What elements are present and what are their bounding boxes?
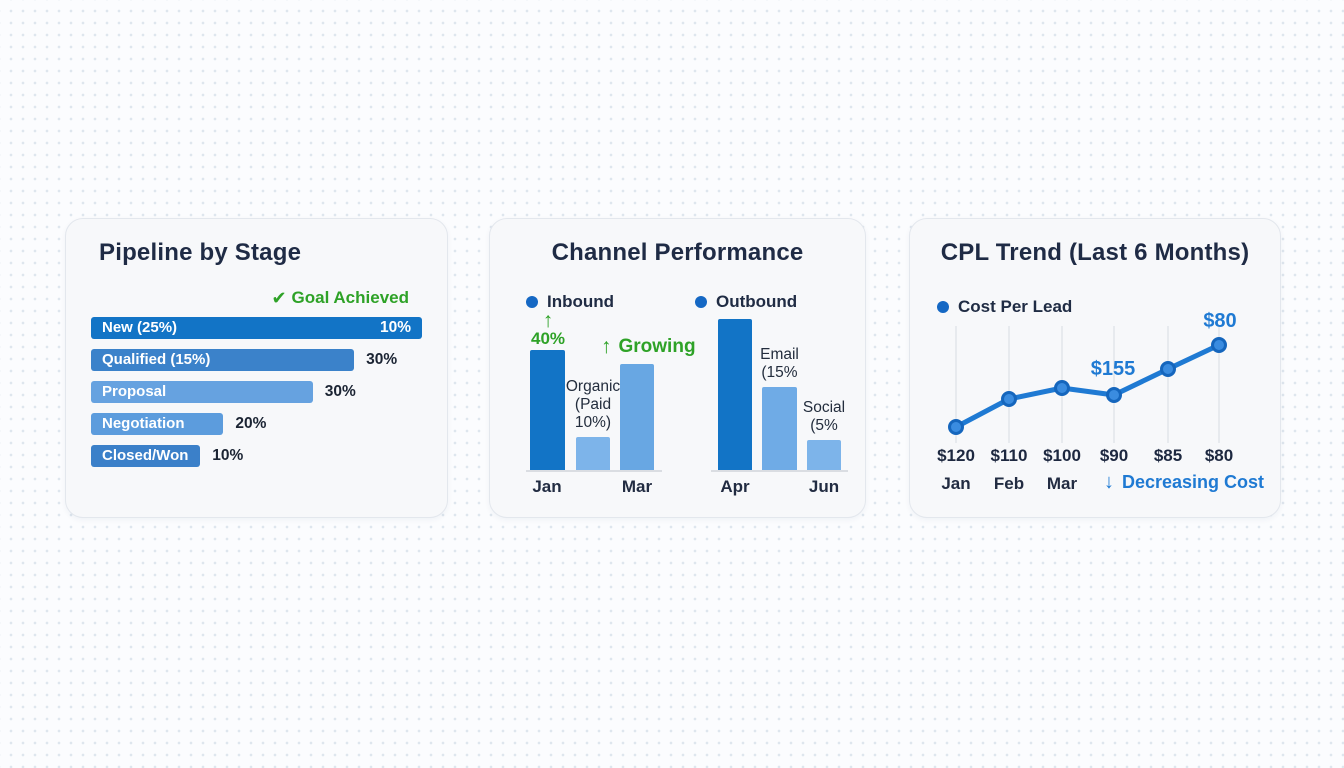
data-point-marker bbox=[1160, 361, 1176, 377]
arrow-down-icon: ↓ bbox=[1104, 471, 1114, 493]
point-callout: $155 bbox=[1090, 358, 1136, 380]
decreasing-cost-note: ↓ Decreasing Cost bbox=[1104, 472, 1264, 492]
pipeline-bar: New (25%) 10% bbox=[91, 317, 422, 339]
pipeline-bar-row: New (25%) 10% bbox=[91, 317, 422, 339]
growth-annotation-label: Growing bbox=[618, 336, 696, 357]
x-axis-label: Jun bbox=[808, 477, 840, 496]
month-label: Feb bbox=[993, 474, 1025, 493]
pipeline-card: Pipeline by Stage ✔ Goal Achieved New (2… bbox=[65, 218, 448, 518]
channel-bar bbox=[576, 437, 610, 470]
pipeline-bar-value: 10% bbox=[379, 319, 411, 336]
month-label: Mar bbox=[1046, 474, 1078, 493]
legend-cost-per-lead: Cost Per Lead bbox=[937, 297, 1072, 317]
point-callout: $80 bbox=[1203, 310, 1237, 332]
pipeline-bar-value: 30% bbox=[324, 383, 356, 400]
pipeline-bar-row: Qualified (15%) 30% bbox=[91, 349, 422, 371]
data-point-marker bbox=[1106, 387, 1122, 403]
axis-baseline bbox=[711, 470, 848, 472]
pipeline-bar-label: Negotiation bbox=[102, 415, 185, 432]
pipeline-bar-label: New (25%) bbox=[102, 319, 178, 336]
month-label: Jan bbox=[941, 474, 971, 493]
x-axis-label: Apr bbox=[720, 477, 750, 496]
channel-card: Channel Performance Inbound Outbound Org… bbox=[489, 218, 866, 518]
cpl-title: CPL Trend (Last 6 Months) bbox=[940, 239, 1250, 266]
pipeline-bar-label: Closed/Won bbox=[102, 447, 189, 464]
pipeline-bar-row: Negotiation 20% bbox=[91, 413, 422, 435]
value-label: $90 bbox=[1099, 446, 1129, 465]
value-label: $120 bbox=[937, 446, 975, 465]
channel-title: Channel Performance bbox=[551, 239, 804, 266]
pipeline-bar: Proposal bbox=[91, 381, 313, 403]
value-label: $80 bbox=[1204, 446, 1234, 465]
pipeline-bar: Qualified (15%) bbox=[91, 349, 355, 371]
pipeline-bar-row: Closed/Won 10% bbox=[91, 445, 422, 467]
legend-dot-icon bbox=[526, 296, 538, 308]
channel-bar bbox=[620, 364, 654, 470]
channel-bar bbox=[807, 440, 841, 470]
cpl-card: CPL Trend (Last 6 Months) Cost Per Lead … bbox=[909, 218, 1281, 518]
data-point-marker bbox=[1211, 337, 1227, 353]
legend-inbound-label: Inbound bbox=[547, 292, 615, 311]
growth-annotation: ↑ Growing bbox=[601, 335, 696, 358]
legend-inbound: Inbound bbox=[526, 292, 614, 312]
growth-annotation-label: 40% bbox=[530, 329, 566, 348]
goal-achieved-label: Goal Achieved bbox=[291, 288, 409, 307]
channel-bar bbox=[718, 319, 752, 470]
x-axis-label: Mar bbox=[621, 477, 653, 496]
goal-achieved-badge: ✔ Goal Achieved bbox=[271, 288, 409, 308]
growth-annotation: ↑ 40% bbox=[530, 309, 566, 348]
axis-baseline bbox=[526, 470, 662, 472]
legend-cpl-label: Cost Per Lead bbox=[958, 297, 1073, 316]
data-point-marker bbox=[1001, 391, 1017, 407]
data-point-marker bbox=[1054, 380, 1070, 396]
pipeline-bar: Closed/Won bbox=[91, 445, 201, 467]
check-icon: ✔ bbox=[271, 288, 287, 308]
pipeline-bar-row: Proposal 30% bbox=[91, 381, 422, 403]
bar-annotation-label: Organic (Paid 10%) bbox=[565, 378, 621, 431]
pipeline-bar-label: Proposal bbox=[102, 383, 167, 400]
legend-outbound-label: Outbound bbox=[716, 292, 798, 311]
legend-outbound: Outbound bbox=[695, 292, 797, 312]
pipeline-bar-value: 20% bbox=[235, 415, 267, 432]
value-label: $85 bbox=[1153, 446, 1183, 465]
channel-bar bbox=[530, 350, 565, 470]
value-label: $110 bbox=[990, 446, 1028, 465]
bar-annotation-label: Email (15% bbox=[760, 346, 799, 381]
pipeline-bar-label: Qualified (15%) bbox=[102, 351, 211, 368]
cpl-chart: $155 $80 $120 $110 $100 $90 $85 $80 Jan Feb Mar bbox=[910, 219, 1280, 517]
legend-dot-icon bbox=[937, 301, 949, 313]
channel-bar bbox=[762, 387, 797, 470]
cpl-line-chart bbox=[948, 326, 1227, 443]
data-point-marker bbox=[948, 419, 964, 435]
pipeline-bar-value: 10% bbox=[212, 447, 244, 464]
decreasing-cost-label: Decreasing Cost bbox=[1122, 472, 1265, 492]
legend-dot-icon bbox=[695, 296, 707, 308]
pipeline-bar-value: 30% bbox=[366, 351, 398, 368]
bar-annotation-label: Social (5% bbox=[802, 399, 846, 434]
pipeline-bars: New (25%) 10% Qualified (15%) 30% Proposal 30… bbox=[91, 317, 422, 477]
arrow-up-icon: ↑ bbox=[542, 309, 554, 332]
x-axis-label: Jan bbox=[532, 477, 562, 496]
channel-chart: Organic (Paid 10%) Email (15% Social (5% Ja… bbox=[490, 219, 865, 517]
pipeline-title: Pipeline by Stage bbox=[99, 239, 302, 266]
pipeline-bar: Negotiation bbox=[91, 413, 224, 435]
arrow-up-icon: ↑ bbox=[601, 335, 612, 358]
value-label: $100 bbox=[1043, 446, 1081, 465]
cpl-line bbox=[953, 342, 1222, 430]
